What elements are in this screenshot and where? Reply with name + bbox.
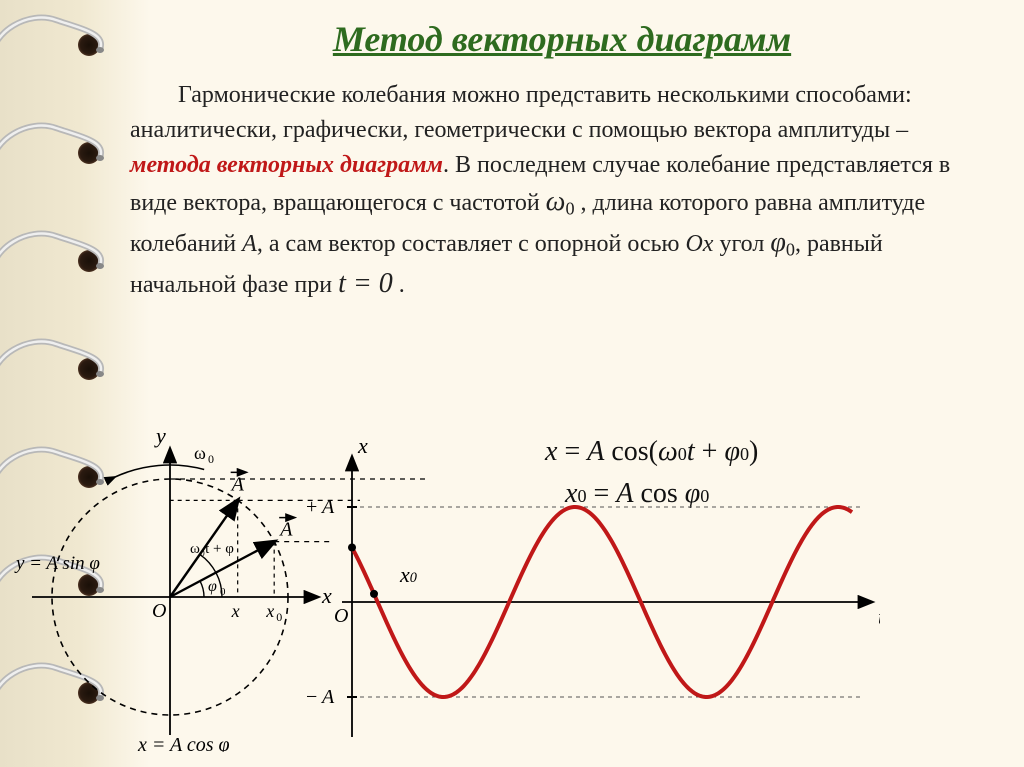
axis-Ox: Ox	[685, 231, 713, 257]
svg-text:x: x	[321, 583, 332, 608]
highlight-method: метода векторных диаграмм	[130, 152, 443, 178]
phi0-symbol: φ0	[770, 227, 795, 258]
svg-text:y: y	[154, 432, 166, 448]
page: Метод векторных диаграмм Гармонические к…	[0, 0, 1024, 767]
svg-text:0: 0	[208, 452, 214, 466]
svg-text:−: −	[306, 686, 317, 708]
svg-text:x: x	[231, 601, 240, 621]
svg-text:0: 0	[276, 610, 282, 624]
svg-text:+: +	[306, 496, 317, 518]
svg-text:A: A	[278, 519, 293, 541]
svg-text:ω₀t + φ: ω₀t + φ	[190, 541, 234, 557]
svg-text:O: O	[334, 605, 348, 627]
svg-text:A: A	[230, 473, 245, 495]
svg-text:y = A sin φ: y = A sin φ	[14, 553, 100, 574]
svg-text:x = A cos φ: x = A cos φ	[137, 734, 230, 752]
body-paragraph: Гармонические колебания можно представит…	[130, 78, 994, 304]
amplitude-A: A	[242, 231, 257, 257]
svg-text:O: O	[152, 600, 166, 622]
svg-text:φ: φ	[208, 578, 217, 595]
svg-text:x: x	[357, 433, 368, 458]
page-title: Метод векторных диаграмм	[130, 18, 994, 60]
text-4: , а сам вектор составляет с опорной осью	[257, 231, 686, 257]
svg-text:A: A	[320, 686, 335, 708]
omega0-symbol: ω0	[546, 186, 575, 217]
text-7: .	[393, 272, 405, 298]
svg-text:A: A	[320, 496, 335, 518]
svg-text:x: x	[265, 601, 274, 621]
svg-text:t: t	[878, 604, 880, 629]
svg-text:ω: ω	[194, 443, 206, 463]
text-1: Гармонические колебания можно представит…	[130, 82, 912, 143]
svg-text:0: 0	[220, 586, 226, 598]
text-5: угол	[713, 231, 770, 257]
t-eq-0: t = 0	[338, 268, 393, 299]
diagram-svg: AAyxOω0φ0ω₀t + φxx0x = A cos φy = A sin …	[0, 432, 880, 752]
